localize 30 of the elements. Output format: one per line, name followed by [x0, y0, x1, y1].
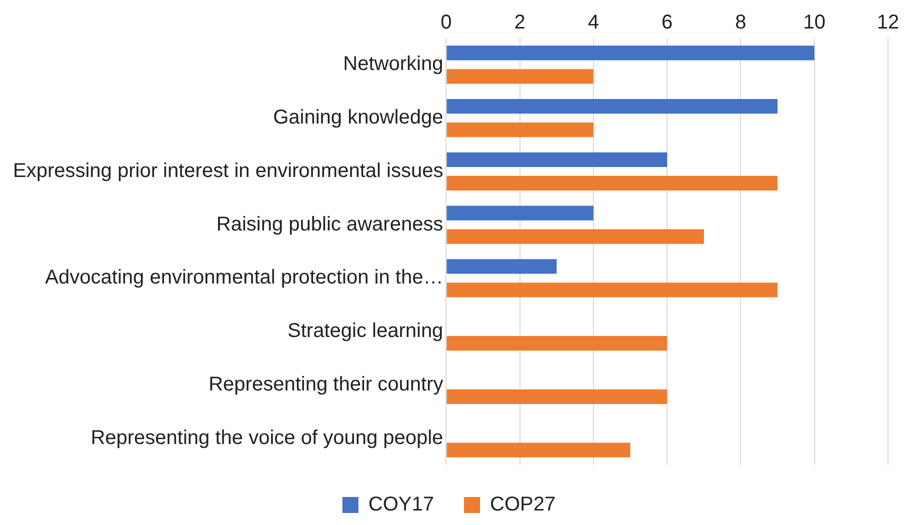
bar [446, 99, 778, 114]
x-tick-label: 8 [735, 12, 746, 34]
bar [446, 152, 668, 167]
legend-label: COP27 [490, 494, 556, 516]
bar [446, 282, 778, 298]
legend-label: COY17 [368, 494, 434, 516]
y-tick-label: Representing the voice of young people [90, 426, 444, 449]
y-tick-label: Expressing prior interest in environmental issues [12, 160, 444, 182]
bar [446, 442, 630, 458]
bar [446, 206, 594, 220]
x-tick-label: 12 [876, 12, 900, 34]
y-tick-label: Raising public awareness [216, 213, 444, 236]
y-tick-label: Representing their country [208, 373, 444, 396]
x-tick-label: 6 [662, 12, 673, 34]
bar [446, 389, 668, 404]
bar [446, 336, 668, 351]
bar [446, 46, 814, 60]
x-tick-label: 4 [588, 12, 600, 34]
bar [446, 259, 557, 274]
bar [446, 176, 778, 190]
x-tick-label: 0 [440, 12, 452, 34]
y-tick-label: Networking [343, 53, 444, 76]
y-tick-label: Advocating environmental protection in the… [45, 266, 444, 289]
x-tick-label: 10 [803, 12, 826, 34]
bar [446, 122, 594, 138]
x-tick-label: 2 [514, 12, 526, 34]
y-tick-label: Gaining knowledge [273, 106, 444, 129]
bar [446, 69, 594, 84]
y-tick-label: Strategic learning [288, 320, 444, 342]
bar [446, 229, 704, 244]
